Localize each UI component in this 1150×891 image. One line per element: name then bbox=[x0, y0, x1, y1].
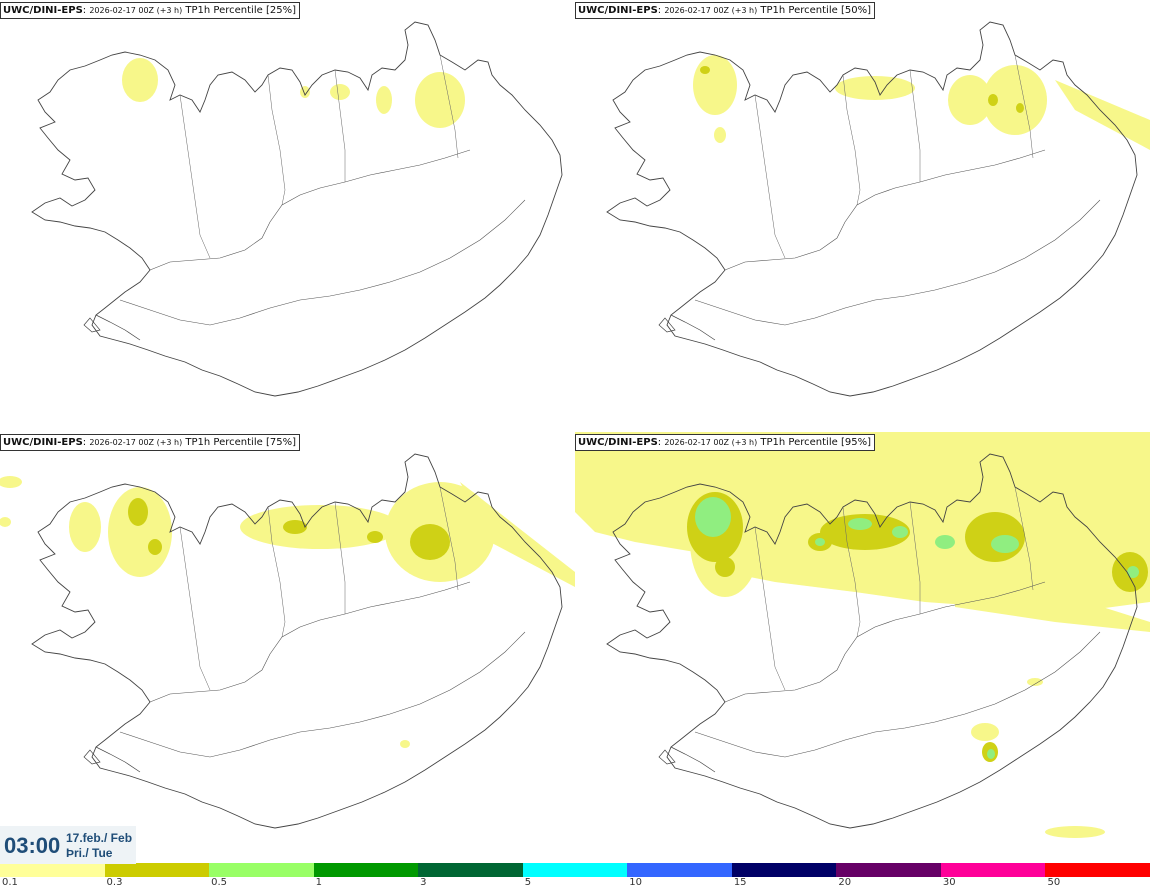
precip-area-medium bbox=[715, 557, 735, 577]
precip-area-heavy bbox=[695, 497, 731, 537]
precip-area bbox=[948, 75, 992, 125]
legend-swatch bbox=[940, 863, 1046, 877]
precip-area-heavy bbox=[848, 518, 872, 530]
precip-area-medium bbox=[700, 66, 710, 74]
map-panel-50: UWC/DINI-EPS: 2026-02-17 00Z (+3 h) TP1h… bbox=[575, 0, 1150, 430]
legend-tick-label: 0.5 bbox=[211, 877, 227, 888]
precip-area-medium bbox=[367, 531, 383, 543]
parameter-label: TP1h Percentile [75%] bbox=[185, 437, 296, 448]
precip-area bbox=[835, 76, 915, 100]
model-name: UWC/DINI-EPS bbox=[3, 437, 83, 448]
precip-area bbox=[0, 476, 22, 488]
map-title: UWC/DINI-EPS: 2026-02-17 00Z (+3 h) TP1h… bbox=[0, 2, 300, 19]
valid-date-day: 17.feb./ Feb bbox=[66, 831, 133, 845]
legend-tick-label: 0.3 bbox=[106, 877, 123, 888]
legend-swatch bbox=[209, 863, 314, 877]
precip-area-medium bbox=[148, 539, 162, 555]
iceland-map bbox=[606, 21, 1150, 397]
color-legend bbox=[0, 863, 1150, 877]
precip-area-medium bbox=[1016, 103, 1024, 113]
iceland-map bbox=[575, 432, 1150, 838]
run-time: 2026-02-17 00Z (+3 h) bbox=[664, 6, 758, 15]
precip-area bbox=[300, 86, 310, 98]
precip-area-heavy bbox=[1127, 566, 1139, 578]
precip-area-medium bbox=[965, 512, 1025, 562]
precip-area bbox=[714, 127, 726, 143]
valid-time-box: 03:00 17.feb./ Feb Þri./ Tue bbox=[0, 826, 136, 864]
precip-area-medium bbox=[988, 94, 998, 106]
legend-swatch bbox=[836, 863, 941, 877]
map-title: UWC/DINI-EPS: 2026-02-17 00Z (+3 h) TP1h… bbox=[575, 434, 875, 451]
precip-area bbox=[0, 517, 11, 527]
model-name: UWC/DINI-EPS bbox=[578, 437, 658, 448]
precip-area-medium bbox=[820, 514, 910, 550]
legend-swatch bbox=[522, 863, 628, 877]
parameter-label: TP1h Percentile [25%] bbox=[185, 5, 296, 16]
legend-tick-label: 3 bbox=[420, 877, 427, 888]
precip-area bbox=[376, 86, 392, 114]
legend-swatch bbox=[104, 863, 210, 877]
precip-area bbox=[1045, 826, 1105, 838]
legend-tick-label: 10 bbox=[629, 877, 642, 888]
legend-swatch bbox=[418, 863, 523, 877]
precip-area bbox=[330, 84, 350, 100]
precip-area bbox=[983, 65, 1047, 135]
precip-area bbox=[69, 502, 101, 552]
legend-tick-label: 1 bbox=[315, 877, 322, 888]
model-name: UWC/DINI-EPS bbox=[578, 5, 658, 16]
legend-tick-label: 0.1 bbox=[2, 877, 18, 888]
precip-area-heavy bbox=[987, 749, 995, 759]
legend-tick-label: 50 bbox=[1047, 877, 1061, 888]
coastline bbox=[606, 21, 1138, 397]
legend-swatch bbox=[731, 863, 837, 877]
model-name: UWC/DINI-EPS bbox=[3, 5, 83, 16]
legend-swatch bbox=[0, 863, 105, 877]
precip-area-medium bbox=[128, 498, 148, 526]
legend-swatch bbox=[627, 863, 732, 877]
legend-tick-label: 5 bbox=[524, 877, 532, 888]
precip-area bbox=[1027, 678, 1043, 686]
legend-tick-label: 15 bbox=[733, 877, 747, 888]
run-time: 2026-02-17 00Z (+3 h) bbox=[664, 438, 758, 447]
run-time: 2026-02-17 00Z (+3 h) bbox=[89, 438, 183, 447]
precip-area-heavy bbox=[892, 526, 908, 538]
parameter-label: TP1h Percentile [50%] bbox=[760, 5, 871, 16]
run-time: 2026-02-17 00Z (+3 h) bbox=[89, 6, 183, 15]
legend-labels: 0.1 0.3 0.5 1 3 5 10 15 20 30 50 bbox=[0, 877, 1150, 891]
legend-tick-label: 20 bbox=[838, 877, 852, 888]
precip-area-medium bbox=[410, 524, 450, 560]
precip-area-heavy bbox=[935, 535, 955, 549]
parameter-label: TP1h Percentile [95%] bbox=[760, 437, 871, 448]
precip-area bbox=[415, 72, 465, 128]
precip-area bbox=[1055, 80, 1150, 150]
map-panel-95: UWC/DINI-EPS: 2026-02-17 00Z (+3 h) TP1h… bbox=[575, 432, 1150, 862]
precip-area bbox=[400, 740, 410, 748]
legend-swatch bbox=[1045, 863, 1150, 877]
precip-area bbox=[971, 723, 999, 741]
precip-area-medium bbox=[283, 520, 307, 534]
map-panel-25: UWC/DINI-EPS: 2026-02-17 00Z (+3 h) TP1h… bbox=[0, 0, 575, 430]
iceland-map bbox=[0, 453, 575, 829]
valid-date: 17.feb./ Feb Þri./ Tue bbox=[66, 831, 132, 861]
iceland-map bbox=[31, 21, 563, 397]
precip-area bbox=[240, 505, 400, 549]
precip-area-heavy bbox=[815, 538, 825, 546]
precip-area bbox=[460, 482, 575, 587]
map-panel-75: UWC/DINI-EPS: 2026-02-17 00Z (+3 h) TP1h… bbox=[0, 432, 575, 862]
map-title: UWC/DINI-EPS: 2026-02-17 00Z (+3 h) TP1h… bbox=[0, 434, 300, 451]
precip-area bbox=[693, 55, 737, 115]
precip-area bbox=[122, 58, 158, 102]
legend-swatch bbox=[313, 863, 419, 877]
valid-time: 03:00 bbox=[4, 833, 61, 858]
precip-area-heavy bbox=[991, 535, 1019, 553]
map-title: UWC/DINI-EPS: 2026-02-17 00Z (+3 h) TP1h… bbox=[575, 2, 875, 19]
coastline bbox=[31, 21, 563, 397]
legend-tick-label: 30 bbox=[942, 877, 956, 888]
valid-weekday: Þri./ Tue bbox=[66, 846, 113, 860]
